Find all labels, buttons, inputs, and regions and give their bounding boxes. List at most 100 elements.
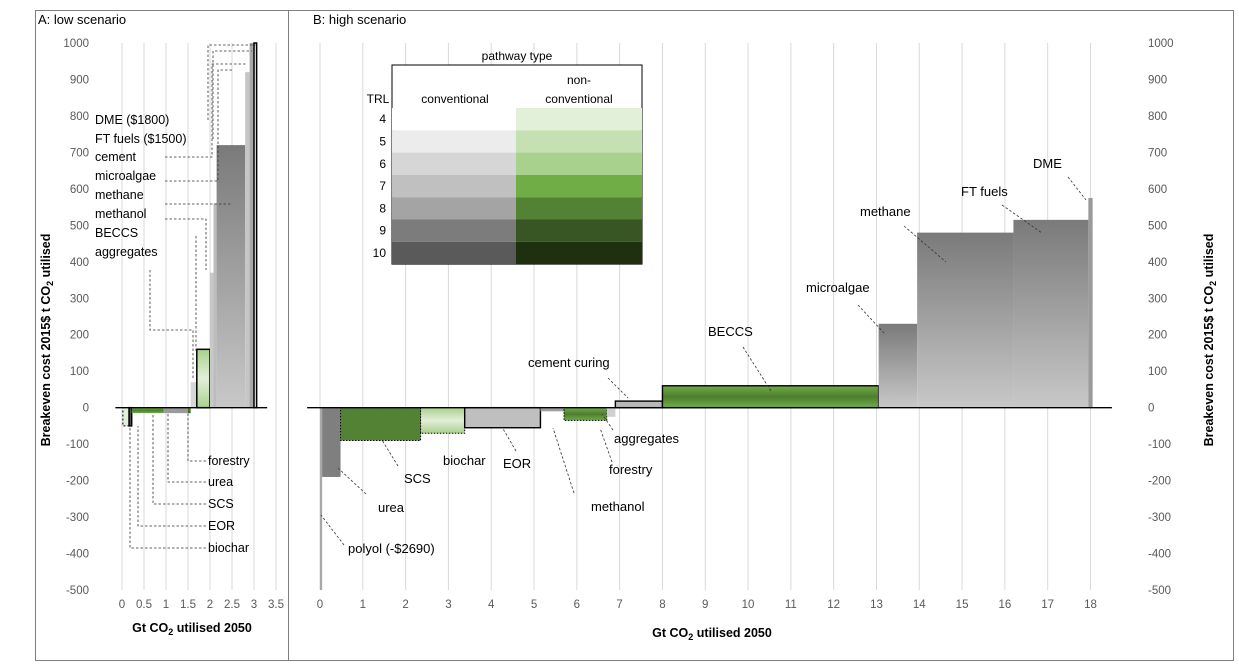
panel-b-x-tick: 11 — [785, 599, 797, 611]
panel-b-x-tick: 3 — [445, 599, 451, 611]
panel-a-annotation: forestry — [208, 454, 250, 468]
panel-b-y-tick: -100 — [1148, 439, 1171, 451]
panel-b-bar-urea — [322, 407, 341, 477]
legend-swatch-conventional — [392, 174, 516, 198]
panel-b-bar-forestry — [563, 407, 608, 421]
legend-swatch-conventional — [392, 241, 516, 265]
panel-a-x-tick: 0.5 — [136, 599, 152, 611]
panel-a-bar-aggregates — [190, 382, 197, 408]
panel-b-bar-cement-curing — [614, 400, 664, 409]
panel-a-leader-line — [165, 218, 207, 270]
panel-b-leader-line — [381, 439, 399, 467]
panel-a-y-tick: -400 — [66, 549, 89, 561]
legend-row-header: TRL — [367, 92, 390, 106]
panel-b-annotation: urea — [378, 500, 405, 515]
legend-trl-label: 10 — [373, 246, 387, 260]
legend-swatch-nonconventional — [516, 152, 642, 175]
panel-a-bar-beccs — [196, 348, 211, 409]
panel-a-bar-methanol — [210, 272, 214, 408]
panel-b-annotation: EOR — [503, 456, 531, 471]
panel-b-y-tick: 300 — [1148, 293, 1167, 305]
panel-a-bar-microalgae — [216, 145, 246, 408]
panel-b-leader-line — [857, 304, 885, 334]
panel-a-bar-scs — [131, 407, 164, 414]
panel-a-y-tick: 900 — [70, 74, 89, 86]
legend-trl-label: 7 — [379, 179, 386, 193]
panel-a-bar-urea — [163, 407, 188, 414]
panel-b-annotation: cement curing — [528, 355, 610, 370]
panel-b-bar-biochar — [420, 407, 466, 434]
panel-a-ylabel: Breakeven cost 2015$ t CO2 utilised — [39, 234, 55, 447]
panel-a-y-tick: -500 — [66, 585, 89, 597]
panel-b-leader-line — [599, 427, 613, 463]
panel-b-y-tick: 800 — [1148, 111, 1167, 123]
panel-a-x-tick: 1.5 — [180, 599, 196, 611]
panel-b-annotation: FT fuels — [961, 184, 1008, 199]
panel-a-leader-line — [129, 426, 206, 549]
panel-b-leader-line — [1001, 204, 1043, 234]
panel-a-leader-line — [167, 412, 206, 483]
panel-b-x-tick: 6 — [574, 599, 580, 611]
legend-swatch-conventional — [392, 130, 516, 153]
panel-b-annotation: methane — [860, 204, 911, 219]
panel-b-y-tick: 200 — [1148, 330, 1167, 342]
panel-b-title: B: high scenario — [313, 12, 406, 27]
panel-b-leader-line — [337, 467, 367, 495]
panel-b-annotation: polyol (-$2690) — [348, 541, 435, 556]
panel-b-x-tick: 0 — [317, 599, 323, 611]
panel-b-x-tick: 13 — [870, 599, 883, 611]
panel-b-y-tick: -500 — [1148, 585, 1171, 597]
panel-a-leader-line — [149, 270, 194, 380]
panel-a-bar-ft-fuels — [249, 43, 254, 408]
panel-b-x-tick: 8 — [659, 599, 665, 611]
panel-a-y-tick: 100 — [70, 366, 89, 378]
trl-legend: 4 5 6 7 8 9 10 pathway type non-conventional conv… — [367, 49, 643, 265]
panel-b-bar-eor — [463, 406, 542, 429]
panel-a-y-tick: 700 — [70, 147, 89, 159]
legend-swatch-nonconventional — [516, 174, 642, 198]
panel-a-bar-eor — [128, 406, 133, 427]
legend-col-nonconventional-line1: non- — [567, 73, 591, 87]
panel-a-y-tick: 600 — [70, 184, 89, 196]
panel-b-leader-line — [742, 346, 772, 392]
panel-b-annotation: microalgae — [806, 280, 870, 295]
legend-swatch-conventional — [392, 219, 516, 242]
panel-b-x-tick: 17 — [1041, 599, 1054, 611]
panel-b-bar-scs — [340, 407, 422, 441]
panel-a-bar-forestry — [188, 407, 191, 414]
panel-b-x-tick: 10 — [742, 599, 755, 611]
panel-a-annotation: methanol — [95, 207, 146, 221]
panel-a-bar-cement — [245, 72, 250, 408]
legend-trl-label: 6 — [379, 157, 386, 171]
panel-b-y-tick: 500 — [1148, 220, 1167, 232]
panel-b-x-tick: 15 — [956, 599, 969, 611]
panel-b-y-tick: 100 — [1148, 366, 1167, 378]
panel-a-annotation: FT fuels ($1500) — [95, 132, 186, 146]
panel-b-annotation: SCS — [404, 471, 431, 486]
panel-a-x-tick: 2 — [207, 599, 213, 611]
panel-b-y-tick: 900 — [1148, 74, 1167, 86]
panel-a-x-tick: 3.5 — [268, 599, 284, 611]
panel-a-bar-methane — [213, 203, 217, 408]
panel-a-annotation: urea — [208, 475, 233, 489]
panel-a-y-tick: -100 — [66, 439, 89, 451]
panel-a-x-tick: 0 — [119, 599, 125, 611]
panel-a-y-tick: 300 — [70, 293, 89, 305]
panel-b-bar-aggregates — [606, 407, 616, 417]
panel-b-x-tick: 2 — [402, 599, 408, 611]
panel-a-annotation: EOR — [208, 519, 235, 533]
panel-b-y-tick: 400 — [1148, 257, 1167, 269]
panel-b-annotation: DME — [1033, 156, 1062, 171]
panel-b-annotation: BECCS — [708, 324, 753, 339]
panel-a-leader-line — [137, 426, 206, 527]
panel-b-bar-methane — [917, 232, 1014, 408]
panel-a-annotation: biochar — [208, 541, 249, 555]
panel-b-leader-line — [552, 427, 575, 494]
panel-a-xlabel: Gt CO2 utilised 2050 — [132, 621, 252, 637]
panel-a-leader-line — [165, 69, 232, 182]
panel-a-x-tick: 2.5 — [224, 599, 240, 611]
legend-swatch-nonconventional — [516, 197, 642, 220]
legend-swatch-conventional — [392, 152, 516, 175]
legend-trl-label: 5 — [379, 134, 386, 148]
